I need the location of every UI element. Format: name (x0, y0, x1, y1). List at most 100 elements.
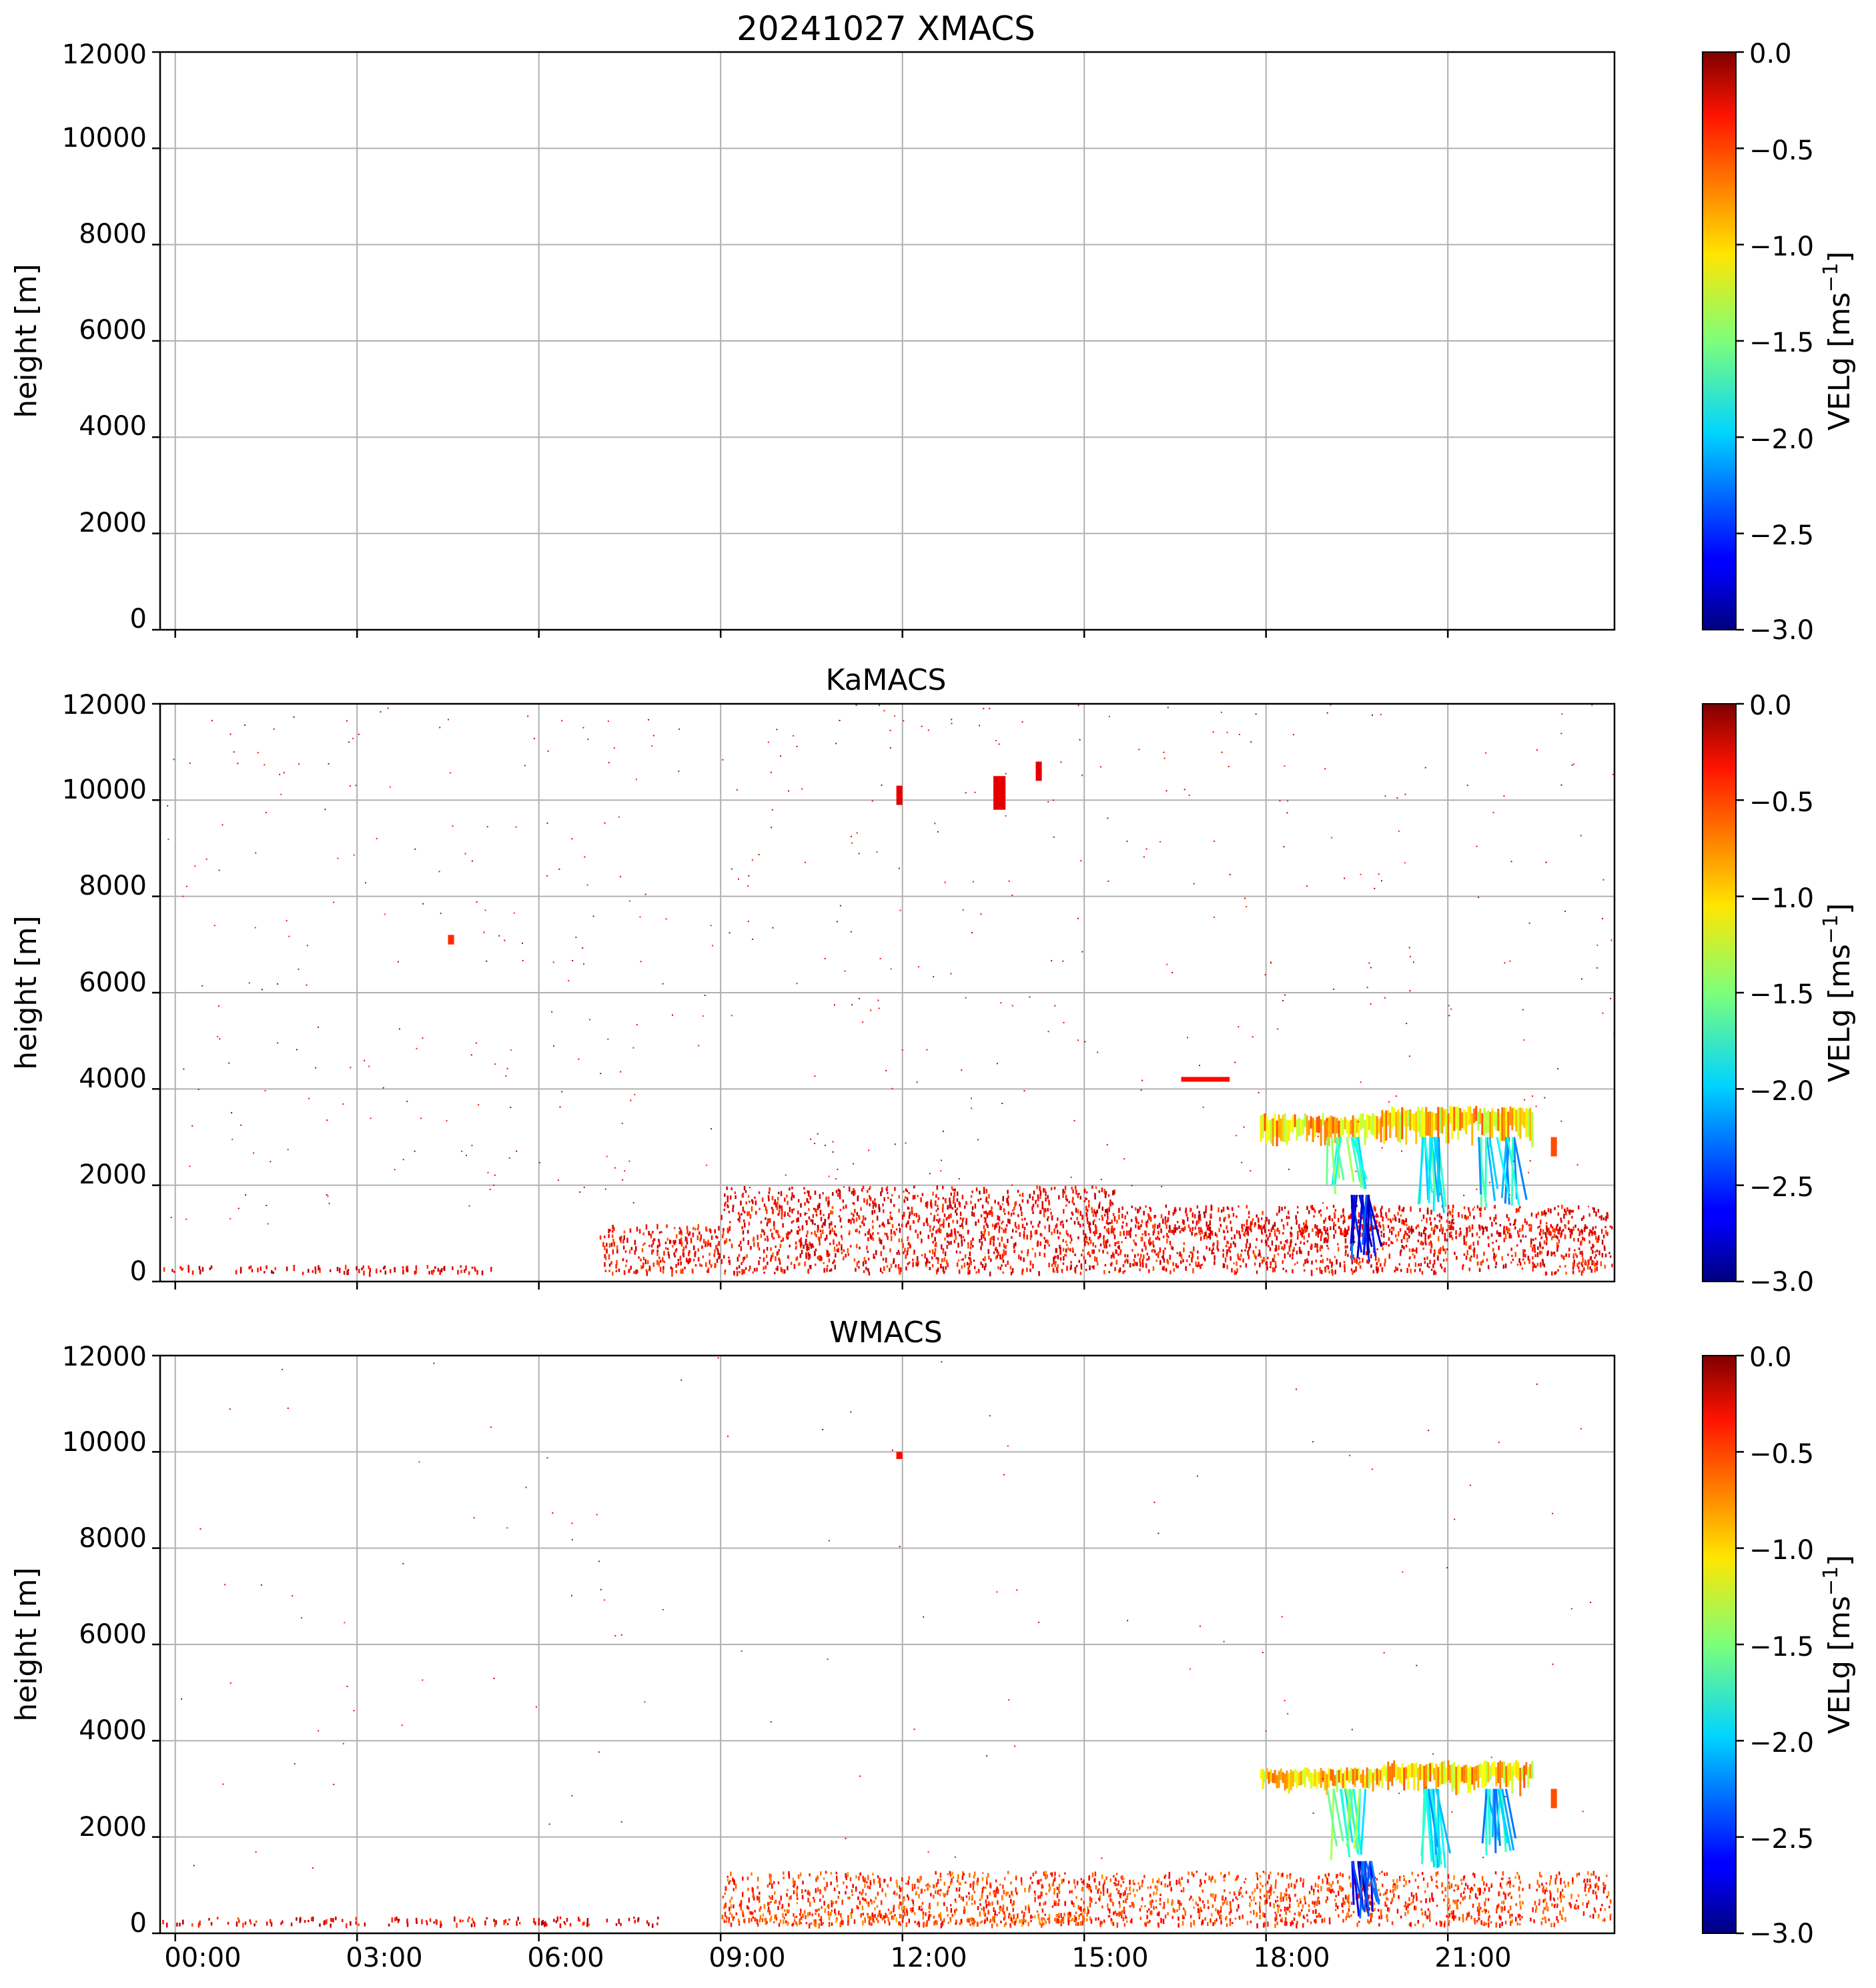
data-cell (621, 1123, 623, 1124)
data-cell (1519, 1205, 1521, 1209)
data-cell (1326, 1239, 1328, 1244)
data-cell (648, 1922, 650, 1927)
data-cell (1376, 1213, 1378, 1218)
data-cell (723, 1919, 725, 1923)
data-cell (760, 1220, 763, 1224)
data-cell (789, 1231, 791, 1235)
data-cell (841, 1244, 843, 1247)
data-cell (1223, 1264, 1226, 1268)
data-cell (1152, 1249, 1154, 1252)
data-cell (937, 1197, 939, 1200)
data-cell (769, 1917, 771, 1923)
data-cell (832, 1141, 834, 1143)
data-cell (875, 1250, 877, 1256)
data-cell (1577, 1228, 1579, 1231)
data-cell (539, 1161, 540, 1163)
data-cell (583, 1186, 585, 1188)
data-cell (926, 1201, 929, 1205)
data-cell (1118, 1245, 1120, 1250)
data-cell (1001, 1203, 1003, 1205)
data-cell (1430, 1242, 1432, 1245)
data-cell (842, 1920, 844, 1925)
data-cell (1044, 1913, 1046, 1916)
data-cell (1342, 1901, 1344, 1905)
data-cell (1171, 1229, 1174, 1233)
data-cell (1038, 1271, 1040, 1276)
data-cell (969, 1883, 971, 1888)
data-cell (1174, 1209, 1176, 1214)
data-cell (1014, 1221, 1017, 1227)
data-cell (1306, 1240, 1309, 1243)
data-cell (1123, 1158, 1125, 1160)
data-cell (991, 1223, 994, 1227)
data-cell (991, 1916, 994, 1921)
data-cell (743, 1919, 746, 1923)
data-cell (1071, 1187, 1073, 1190)
data-cell (666, 1237, 669, 1241)
data-cell (674, 1249, 677, 1253)
data-cell (993, 776, 1006, 810)
data-cell (1106, 1239, 1109, 1244)
data-cell (1228, 766, 1230, 768)
data-cell (1121, 1241, 1123, 1244)
data-cell (1610, 939, 1612, 941)
data-cell (820, 1871, 822, 1876)
data-cell (1256, 1270, 1258, 1274)
data-cell (1448, 1913, 1450, 1918)
data-cell (1487, 1110, 1490, 1133)
data-cell (167, 839, 169, 841)
data-cell (950, 1204, 952, 1209)
data-cell (1391, 1230, 1393, 1235)
data-cell (1543, 1209, 1546, 1215)
data-cell (1415, 1111, 1418, 1144)
data-cell (1045, 1239, 1047, 1244)
data-cell (1404, 1901, 1407, 1905)
data-cell (952, 1219, 954, 1223)
data-cell (1091, 1207, 1093, 1211)
data-cell (1534, 1254, 1536, 1258)
data-cell (1109, 1221, 1111, 1224)
data-cell (913, 1185, 915, 1189)
data-cell (686, 1229, 688, 1234)
data-cell (920, 1197, 922, 1203)
data-cell (389, 786, 391, 788)
data-cell (487, 1171, 489, 1173)
data-cell (722, 1230, 725, 1235)
data-cell (747, 1211, 749, 1215)
data-cell (872, 1205, 875, 1209)
data-cell (575, 937, 577, 938)
plot-area (152, 702, 1616, 1290)
data-cell (710, 1264, 713, 1268)
data-cell (1120, 1876, 1123, 1879)
data-cell (940, 1264, 942, 1269)
data-cell (440, 1268, 443, 1273)
data-cell (1141, 1248, 1143, 1252)
data-cell (795, 1258, 797, 1262)
data-cell (398, 1028, 400, 1030)
data-cell (1571, 1233, 1573, 1235)
data-cell (182, 895, 184, 897)
data-cell (1212, 1247, 1214, 1251)
data-cell (1556, 1225, 1558, 1231)
data-cell (1246, 1226, 1248, 1231)
grid (160, 52, 1614, 630)
data-cell (1188, 1255, 1190, 1258)
data-cell (1561, 1255, 1563, 1259)
data-cell (1556, 1905, 1558, 1908)
data-cell (1107, 1915, 1110, 1918)
data-cell (963, 1239, 965, 1242)
data-cell (787, 1212, 789, 1216)
data-cell (958, 1178, 960, 1179)
data-cell (1101, 1206, 1103, 1211)
data-cell (1395, 1095, 1397, 1097)
data-cell (804, 1261, 806, 1266)
data-cell (1198, 1227, 1200, 1229)
data-cell (1184, 1909, 1186, 1912)
data-cell (1344, 1246, 1347, 1249)
data-cell (839, 720, 841, 721)
data-cell (1075, 1911, 1077, 1915)
data-cell (1105, 1220, 1108, 1225)
data-cell (608, 1264, 611, 1267)
data-cell (1388, 1101, 1390, 1103)
data-cell (1153, 1244, 1155, 1248)
